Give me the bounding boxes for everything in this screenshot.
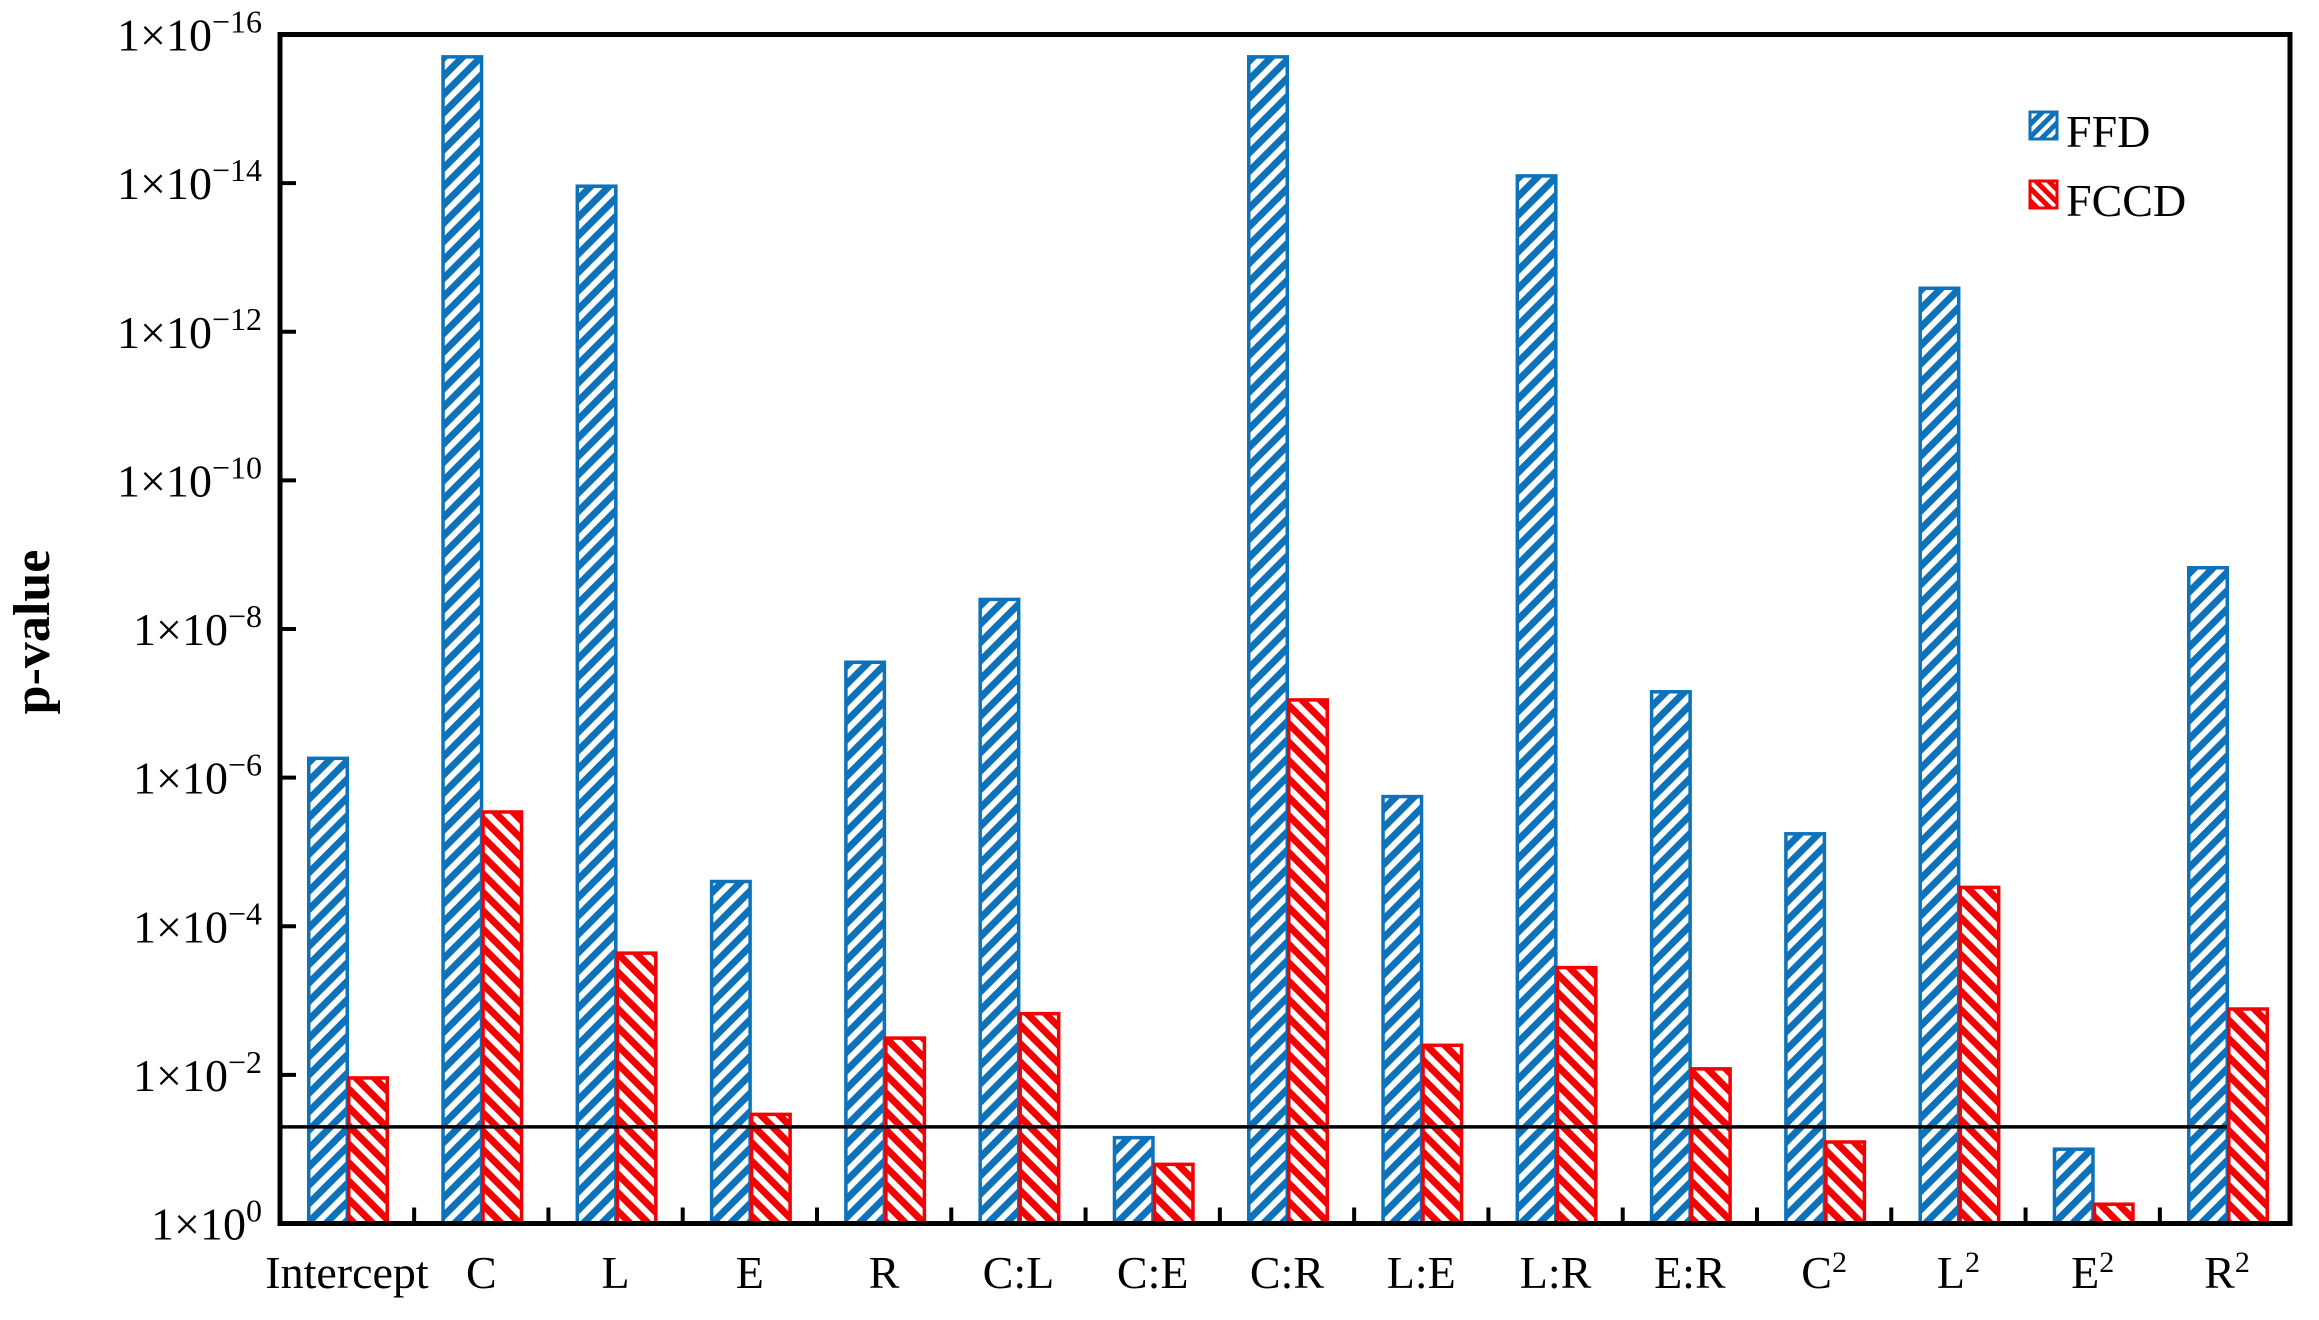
y-tick-label: 1×10−16	[117, 4, 262, 61]
y-tick-label: 1×10−4	[133, 895, 262, 952]
x-tick-label: L:E	[1387, 1247, 1456, 1298]
bar-fccd-C	[481, 810, 524, 1226]
bar-ffd-CE	[1112, 1135, 1155, 1226]
x-tick-label: C:L	[983, 1247, 1055, 1298]
bar-fccd-E	[749, 1112, 792, 1226]
y-tick-label: 1×10−6	[133, 747, 262, 804]
bar-ffd-Intercept	[307, 756, 349, 1226]
bar-ffd-C2	[1784, 832, 1827, 1226]
x-tick-label: L	[602, 1247, 630, 1298]
bar-fccd-L	[615, 951, 658, 1226]
bar-ffd-L	[575, 184, 618, 1226]
bar-fccd-E2	[2092, 1202, 2135, 1226]
y-axis-title: p-value	[4, 550, 61, 715]
plot-frame	[277, 32, 2293, 1226]
x-tick-label: C:R	[1250, 1247, 1324, 1298]
x-tick-label: E:R	[1654, 1247, 1726, 1298]
legend-swatch-ffd	[2028, 110, 2059, 141]
bar-fccd-CL	[1018, 1011, 1061, 1226]
y-tick-label: 1×10−8	[133, 598, 262, 655]
x-tick-label: L2	[1937, 1246, 1980, 1298]
bar-ffd-E2	[2052, 1147, 2095, 1226]
x-tick-label: E2	[2071, 1246, 2114, 1298]
x-tick-label: L:R	[1520, 1247, 1592, 1298]
x-tick-label: R	[869, 1247, 900, 1298]
y-tick-label: 1×100	[151, 1193, 262, 1250]
x-tick-label: C:E	[1117, 1247, 1189, 1298]
bar-fccd-R	[884, 1036, 927, 1226]
legend-swatch-fccd	[2028, 179, 2059, 210]
bar-fccd-CR	[1287, 698, 1329, 1226]
x-tick-label: R2	[2204, 1246, 2250, 1298]
bar-ffd-LE	[1381, 794, 1424, 1226]
legend-label-fccd: FCCD	[2066, 175, 2186, 226]
x-tick-label: C2	[1801, 1246, 1847, 1298]
bar-fccd-L2	[1958, 885, 2001, 1226]
bar-fccd-CE	[1152, 1162, 1195, 1226]
bar-fccd-ER	[1689, 1067, 1732, 1226]
bar-fccd-R2	[2227, 1007, 2269, 1226]
x-tick-label: Intercept	[265, 1247, 429, 1298]
bar-ffd-LR	[1515, 174, 1558, 1226]
bar-fccd-LR	[1555, 965, 1598, 1226]
bar-ffd-CR	[1247, 55, 1289, 1226]
x-tick-label: C	[466, 1247, 497, 1298]
legend-label-ffd: FFD	[2066, 106, 2150, 157]
bar-ffd-L2	[1918, 286, 1961, 1226]
legend: FFD FCCD	[2028, 106, 2186, 226]
bar-ffd-ER	[1649, 690, 1692, 1226]
bar-ffd-E	[709, 879, 752, 1226]
y-tick-label: 1×10−14	[117, 152, 262, 209]
x-tick-label: E	[736, 1247, 764, 1298]
bar-fccd-LE	[1421, 1043, 1464, 1226]
y-tick-label: 1×10−12	[117, 301, 262, 358]
bar-fccd-Intercept	[347, 1076, 389, 1226]
y-tick-label: 1×10−10	[117, 449, 262, 506]
bar-ffd-C	[441, 55, 484, 1226]
bar-fccd-C2	[1824, 1140, 1867, 1226]
y-tick-label: 1×10−2	[133, 1044, 262, 1101]
bar-ffd-R	[844, 660, 887, 1226]
bar-ffd-CL	[978, 597, 1021, 1226]
